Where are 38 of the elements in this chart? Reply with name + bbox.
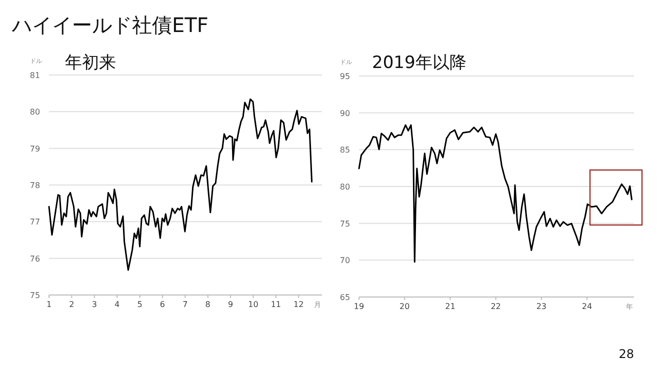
x-tick-label: 4 [114, 300, 120, 309]
y-tick-label: 81 [30, 71, 40, 80]
x-tick-label: 19 [354, 302, 364, 311]
x-tick-label: 11 [270, 300, 282, 309]
x-tick-label: 9 [228, 300, 234, 309]
x-tick-label: 10 [248, 300, 258, 309]
x-tick-label: 21 [445, 302, 456, 311]
line-series [48, 98, 313, 271]
y-tick-label: 79 [30, 144, 40, 154]
y-tick-label: 65 [340, 293, 350, 302]
y-tick-label: 78 [30, 181, 40, 190]
x-tick-label: 3 [92, 300, 97, 309]
y-tick-label: 70 [340, 256, 350, 266]
chart-subtitle: 年初来 [65, 53, 116, 73]
x-tick-label: 7 [182, 300, 188, 309]
y-tick-label: 75 [340, 219, 350, 228]
x-tick-label: 2 [69, 300, 74, 309]
y-tick-label: 76 [30, 254, 40, 264]
y-tick-label: 85 [340, 146, 350, 155]
x-tick-label: 1 [46, 300, 52, 309]
x-tick-label: 20 [400, 302, 410, 311]
x-tick-label: 24 [582, 302, 592, 311]
x-tick-label: 8 [205, 300, 210, 309]
x-tick-label: 5 [137, 300, 142, 309]
y-tick-label: 75 [30, 291, 40, 300]
y-tick-label: 90 [340, 108, 350, 118]
x-tick-label: 23 [536, 302, 547, 311]
y-tick-label: 80 [30, 108, 40, 117]
y-tick-label: 95 [340, 72, 350, 81]
x-tick-label: 22 [490, 302, 501, 311]
chart-subtitle: 2019年以降 [372, 53, 466, 73]
text: 28 [618, 347, 634, 361]
y-tick-label: 77 [30, 218, 40, 227]
line-series [358, 124, 632, 263]
chart-title: ハイイールド社債ETF [11, 13, 208, 37]
y-tick-label: 80 [340, 182, 350, 192]
x-tick-label: 12 [294, 300, 304, 309]
x-tick-label: 6 [160, 300, 166, 309]
